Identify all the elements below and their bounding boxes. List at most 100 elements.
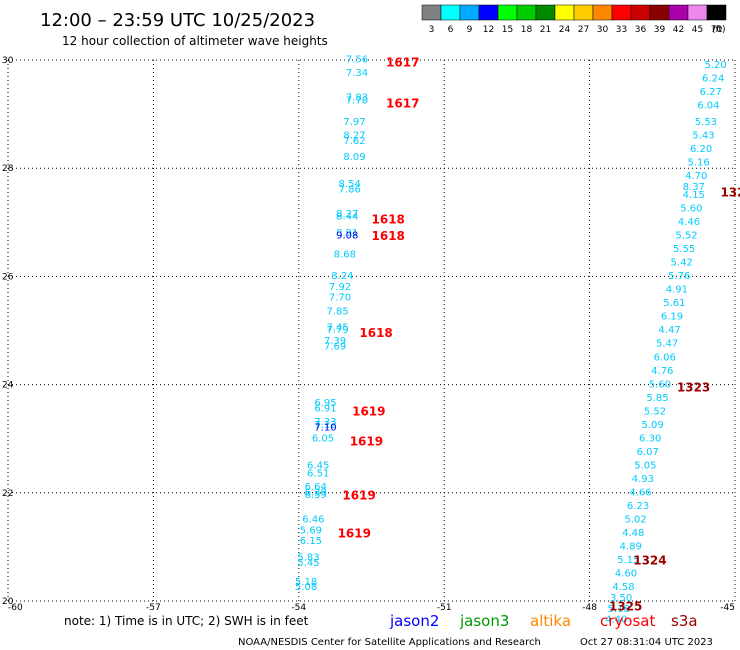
- wave-height-point: 5.60: [649, 379, 671, 390]
- wave-height-point: 5.42: [671, 258, 693, 269]
- wave-height-point: 8.09: [343, 152, 365, 163]
- plot-background: [8, 60, 735, 601]
- satellite-name: jason2: [389, 612, 439, 630]
- y-tick-label: 30: [2, 56, 14, 66]
- legend-swatch: [687, 4, 708, 21]
- x-tick-label: -60: [8, 603, 23, 613]
- legend-label: 39: [654, 25, 666, 35]
- wave-height-point: 5.02: [625, 515, 647, 526]
- wave-height-point: 6.46: [302, 515, 324, 526]
- y-tick-label: 28: [2, 164, 14, 174]
- legend-swatch: [440, 4, 461, 21]
- wave-height-point: 5.16: [688, 157, 710, 168]
- wave-height-point: 5.15: [617, 555, 639, 566]
- legend-label: 70: [711, 25, 723, 35]
- legend-swatch: [630, 4, 651, 21]
- wave-height-point: 6.07: [637, 447, 659, 458]
- wave-height-point: 6.95: [314, 398, 336, 409]
- wave-height-point: 7.62: [343, 136, 365, 147]
- pass-number-label: 1619: [350, 434, 383, 448]
- legend-swatch: [611, 4, 632, 21]
- x-tick-label: -48: [582, 603, 597, 613]
- x-tick-label: -57: [146, 603, 161, 613]
- wave-height-point: 5.18: [295, 577, 317, 588]
- wave-height-point: 5.52: [644, 406, 666, 417]
- wave-height-point: 8.27: [336, 209, 358, 220]
- chart-subtitle: 12 hour collection of altimeter wave hei…: [62, 34, 328, 48]
- wave-height-point: 7.33: [314, 417, 336, 428]
- wave-height-point: 7.86: [339, 185, 361, 196]
- pass-number-label: 1618: [372, 213, 405, 227]
- wave-height-point: 4.58: [612, 582, 634, 593]
- wave-height-point: 5.43: [692, 130, 714, 141]
- wave-height-point: 5.55: [673, 244, 695, 255]
- satellite-name: s3a: [671, 612, 698, 630]
- wave-height-point: 6.30: [639, 433, 661, 444]
- wave-height-point: 7.83: [346, 93, 368, 104]
- wave-height-point: 5.20: [704, 60, 726, 71]
- pass-number-label: 1618: [359, 326, 392, 340]
- wave-height-point: 7.70: [329, 293, 351, 304]
- wave-height-point: 5.08: [295, 582, 317, 593]
- legend-label: 3: [429, 25, 435, 35]
- legend-swatch: [421, 4, 442, 21]
- x-tick-label: -45: [720, 603, 735, 613]
- pass-number-label: 132: [720, 186, 740, 200]
- wave-height-point: 6.45: [307, 460, 329, 471]
- legend-swatch: [459, 4, 480, 21]
- legend-label: 27: [578, 25, 589, 35]
- wave-height-point: 5.61: [663, 298, 685, 309]
- footer-credit: NOAA/NESDIS Center for Satellite Applica…: [238, 637, 541, 648]
- wave-height-point: 5.45: [297, 558, 319, 569]
- data-points: 7.567.347.837.707.978.277.628.098.547.86…: [295, 55, 727, 626]
- legend-swatch: [516, 4, 537, 21]
- wave-height-point: 8.37: [683, 182, 705, 193]
- wave-height-point: 6.24: [702, 74, 724, 85]
- chart-title: 12:00 – 23:59 UTC 10/25/2023: [40, 10, 315, 31]
- y-tick-label: 26: [2, 272, 14, 282]
- wave-height-point: 4.60: [615, 569, 637, 580]
- wave-height-point: 7.45: [326, 323, 348, 334]
- wave-height-point: 6.19: [661, 312, 683, 323]
- color-legend: 3 6 9 12 15 18 21 24 27 30 33 36 39 42 45 70(ft): [421, 4, 727, 35]
- wave-height-point: 6.39: [305, 488, 327, 499]
- wave-height-point: 5.85: [646, 393, 668, 404]
- wave-height-point: 6.04: [697, 101, 719, 112]
- wave-height-point: 5.09: [641, 420, 663, 431]
- satellite-name: altika: [530, 612, 571, 630]
- pass-number-label: 1324: [633, 553, 666, 567]
- pass-number-label: 1619: [338, 526, 371, 540]
- wave-height-point: 5.18: [608, 604, 630, 615]
- wave-height-point: 8.44: [336, 212, 358, 223]
- wave-height-point: 5.47: [656, 339, 678, 350]
- y-tick-label: 22: [2, 489, 13, 499]
- wave-height-point: 8.54: [339, 179, 361, 190]
- wave-height-point: 6.64: [305, 482, 327, 493]
- pass-annotations: 1617 1617 1618 1618 1618 1619 1619 1619 1619 132 1…: [338, 56, 740, 614]
- legend-swatch: [592, 4, 613, 21]
- legend-label: 21: [540, 25, 551, 35]
- wave-height-point: 7.85: [326, 306, 348, 317]
- wave-height-point: 4.46: [678, 217, 700, 228]
- wave-height-point: 5.52: [675, 231, 697, 242]
- legend-swatch: [535, 4, 556, 21]
- wave-height-point: 7.39: [324, 336, 346, 347]
- wave-height-point: 8.68: [334, 249, 356, 260]
- wave-height-point: 7.79: [326, 325, 348, 336]
- wave-height-point: 6.51: [307, 469, 329, 480]
- x-tick-label: -51: [437, 603, 452, 613]
- wave-height-point: 5.60: [680, 203, 702, 214]
- wave-height-point: 6.59: [305, 490, 327, 501]
- legend-label: 36: [635, 25, 647, 35]
- pass-number-label: 1619: [352, 405, 385, 419]
- wave-height-point: 5.05: [634, 460, 656, 471]
- y-tick-label: 24: [2, 381, 14, 391]
- footer-timestamp: Oct 27 08:31:04 UTC 2023: [580, 637, 713, 648]
- legend-label: 6: [448, 25, 454, 35]
- wave-height-point: 5.83: [297, 552, 319, 563]
- pass-number-label: 1325: [609, 599, 642, 613]
- wave-height-point: 3.50: [610, 593, 632, 604]
- satellite-name: cryosat: [600, 612, 655, 630]
- wave-height-point: 5.76: [668, 271, 690, 282]
